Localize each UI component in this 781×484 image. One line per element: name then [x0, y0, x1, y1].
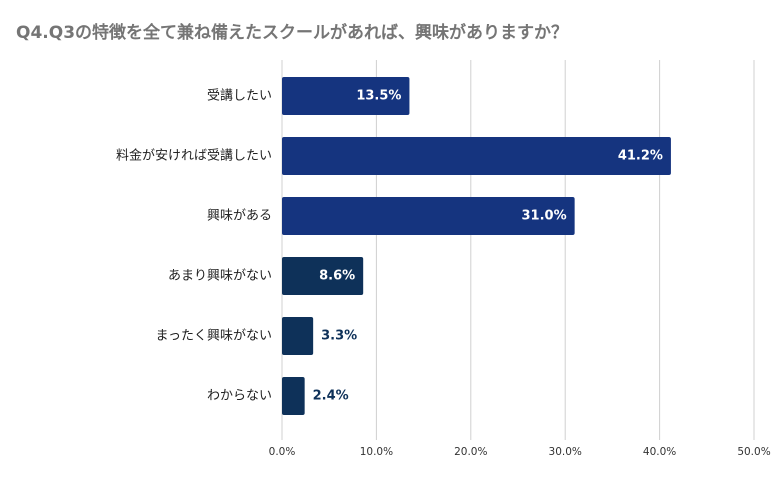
- category-label: まったく興味がない: [156, 329, 272, 344]
- x-tick-label: 40.0%: [643, 446, 676, 458]
- x-tick-label: 0.0%: [269, 446, 296, 458]
- category-label: あまり興味がない: [168, 269, 272, 284]
- x-tick-label: 20.0%: [454, 446, 487, 458]
- data-label: 31.0%: [522, 209, 567, 224]
- bar: [282, 377, 305, 415]
- bar: [282, 77, 410, 115]
- bars: [282, 77, 671, 415]
- data-label: 3.3%: [321, 329, 357, 344]
- bar: [282, 317, 314, 355]
- data-labels: 13.5% 41.2% 31.0% 8.6% 3.3% 2.4%: [313, 89, 663, 404]
- category-labels: 受講したい料金が安ければ受講したい興味があるあまり興味がないまったく興味がないわ…: [116, 88, 272, 404]
- x-axis-ticks: 0.0% 10.0% 20.0% 30.0% 40.0% 50.0%: [269, 446, 771, 458]
- category-label: 料金が安ければ受講したい: [116, 148, 272, 164]
- gridlines: [281, 60, 755, 440]
- data-label: 8.6%: [319, 269, 355, 284]
- category-label: わからない: [207, 389, 272, 404]
- data-label: 13.5%: [356, 89, 401, 104]
- category-label: 受講したい: [207, 88, 272, 104]
- bar: [282, 257, 364, 295]
- bar: [282, 137, 671, 175]
- category-label: 興味がある: [207, 209, 272, 224]
- data-label: 41.2%: [618, 149, 663, 164]
- bar: [282, 197, 575, 235]
- x-tick-label: 10.0%: [360, 446, 393, 458]
- data-label: 2.4%: [313, 389, 349, 404]
- x-tick-label: 30.0%: [549, 446, 582, 458]
- chart-title: Q4.Q3の特徴を全て兼ね備えたスクールがあれば、興味がありますか？: [16, 23, 569, 43]
- x-tick-label: 50.0%: [737, 446, 770, 458]
